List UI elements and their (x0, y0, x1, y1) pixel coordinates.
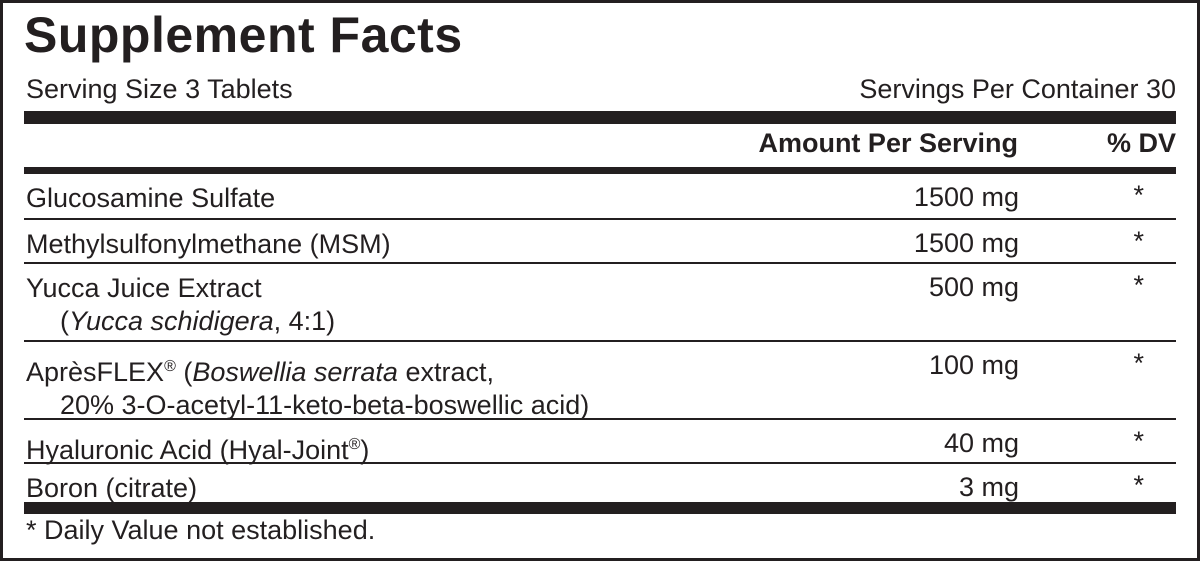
nutrient-name: Methylsulfonylmethane (MSM) (26, 229, 391, 259)
paren: ) (360, 435, 370, 465)
nutrient-source: (Yucca schidigera, 4:1) (26, 306, 335, 336)
nutrient-dv: * (1133, 180, 1144, 210)
nutrient-amount: 500 mg (928, 272, 1019, 302)
nutrient-row: Methylsulfonylmethane (MSM) 1500 mg * (24, 218, 1176, 262)
nutrient-dv: * (1133, 270, 1144, 300)
nutrient-amount: 40 mg (943, 428, 1019, 458)
dv-header: % DV (1106, 128, 1176, 158)
registered-mark: ® (348, 436, 361, 453)
brand-name: AprèsFLEX (26, 357, 165, 387)
nutrient-amount: 1500 mg (913, 228, 1019, 258)
paren: ( (60, 306, 69, 336)
nutrient-name-main: Yucca Juice Extract (26, 273, 262, 303)
nutrient-row: Yucca Juice Extract (Yucca schidigera, 4:… (24, 262, 1176, 340)
amount-header: Amount Per Serving (758, 128, 1018, 158)
label-title: Supplement Facts (24, 7, 463, 63)
nutrient-name: Hyaluronic Acid (Hyal-Joint®) (26, 428, 369, 467)
botanical-name: Boswellia serrata (192, 357, 398, 387)
nutrient-name-main: Hyaluronic Acid (Hyal-Joint (26, 435, 349, 465)
nutrient-amount: 1500 mg (913, 182, 1019, 212)
extract-text: extract, (397, 357, 494, 387)
serving-info: Serving Size 3 Tablets Servings Per Cont… (26, 74, 1176, 105)
ratio: , 4:1) (273, 306, 336, 336)
thick-divider (24, 502, 1176, 514)
standardization: 20% 3-O-acetyl-11-keto-beta-boswellic ac… (60, 390, 590, 420)
nutrient-name: AprèsFLEX® (Boswellia serrata extract, 20… (26, 350, 589, 422)
nutrient-name: Boron (citrate) (26, 473, 198, 503)
nutrient-row: Hyaluronic Acid (Hyal-Joint®) 40 mg * (24, 418, 1176, 465)
nutrient-dv: * (1133, 426, 1144, 456)
nutrient-amount: 100 mg (928, 350, 1019, 380)
nutrient-dv: * (1133, 226, 1144, 256)
nutrient-name: Glucosamine Sulfate (26, 183, 276, 213)
registered-mark: ® (164, 358, 176, 375)
botanical-name: Yucca schidigera (69, 306, 274, 336)
servings-per-container: Servings Per Container 30 (859, 74, 1176, 104)
footnote: * Daily Value not established. (26, 515, 376, 545)
nutrient-row: AprèsFLEX® (Boswellia serrata extract, 20… (24, 340, 1176, 420)
medium-divider (24, 167, 1176, 174)
thick-divider (24, 111, 1176, 124)
paren: ( (175, 357, 193, 387)
nutrient-row: Boron (citrate) 3 mg * (24, 462, 1176, 503)
nutrient-dv: * (1133, 348, 1144, 378)
nutrient-row: Glucosamine Sulfate 1500 mg * (24, 174, 1176, 218)
nutrient-amount: 3 mg (958, 472, 1019, 502)
serving-size: Serving Size 3 Tablets (26, 74, 293, 104)
nutrient-name: Yucca Juice Extract (Yucca schidigera, 4:… (26, 272, 335, 338)
nutrient-dv: * (1133, 470, 1144, 500)
